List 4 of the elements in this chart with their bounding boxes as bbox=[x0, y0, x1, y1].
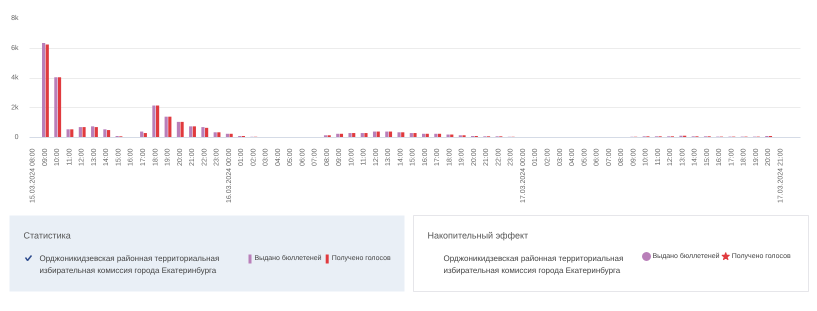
text: Накопительный эффект bbox=[428, 230, 528, 240]
text: Статистика bbox=[24, 230, 71, 240]
text: Орджоникидзевская районная территориальная избирательная комиссия города Екатеринбурга bbox=[40, 254, 220, 275]
text: Орджоникидзевская районная территориальная избирательная комиссия города Екатеринбурга bbox=[444, 254, 624, 275]
